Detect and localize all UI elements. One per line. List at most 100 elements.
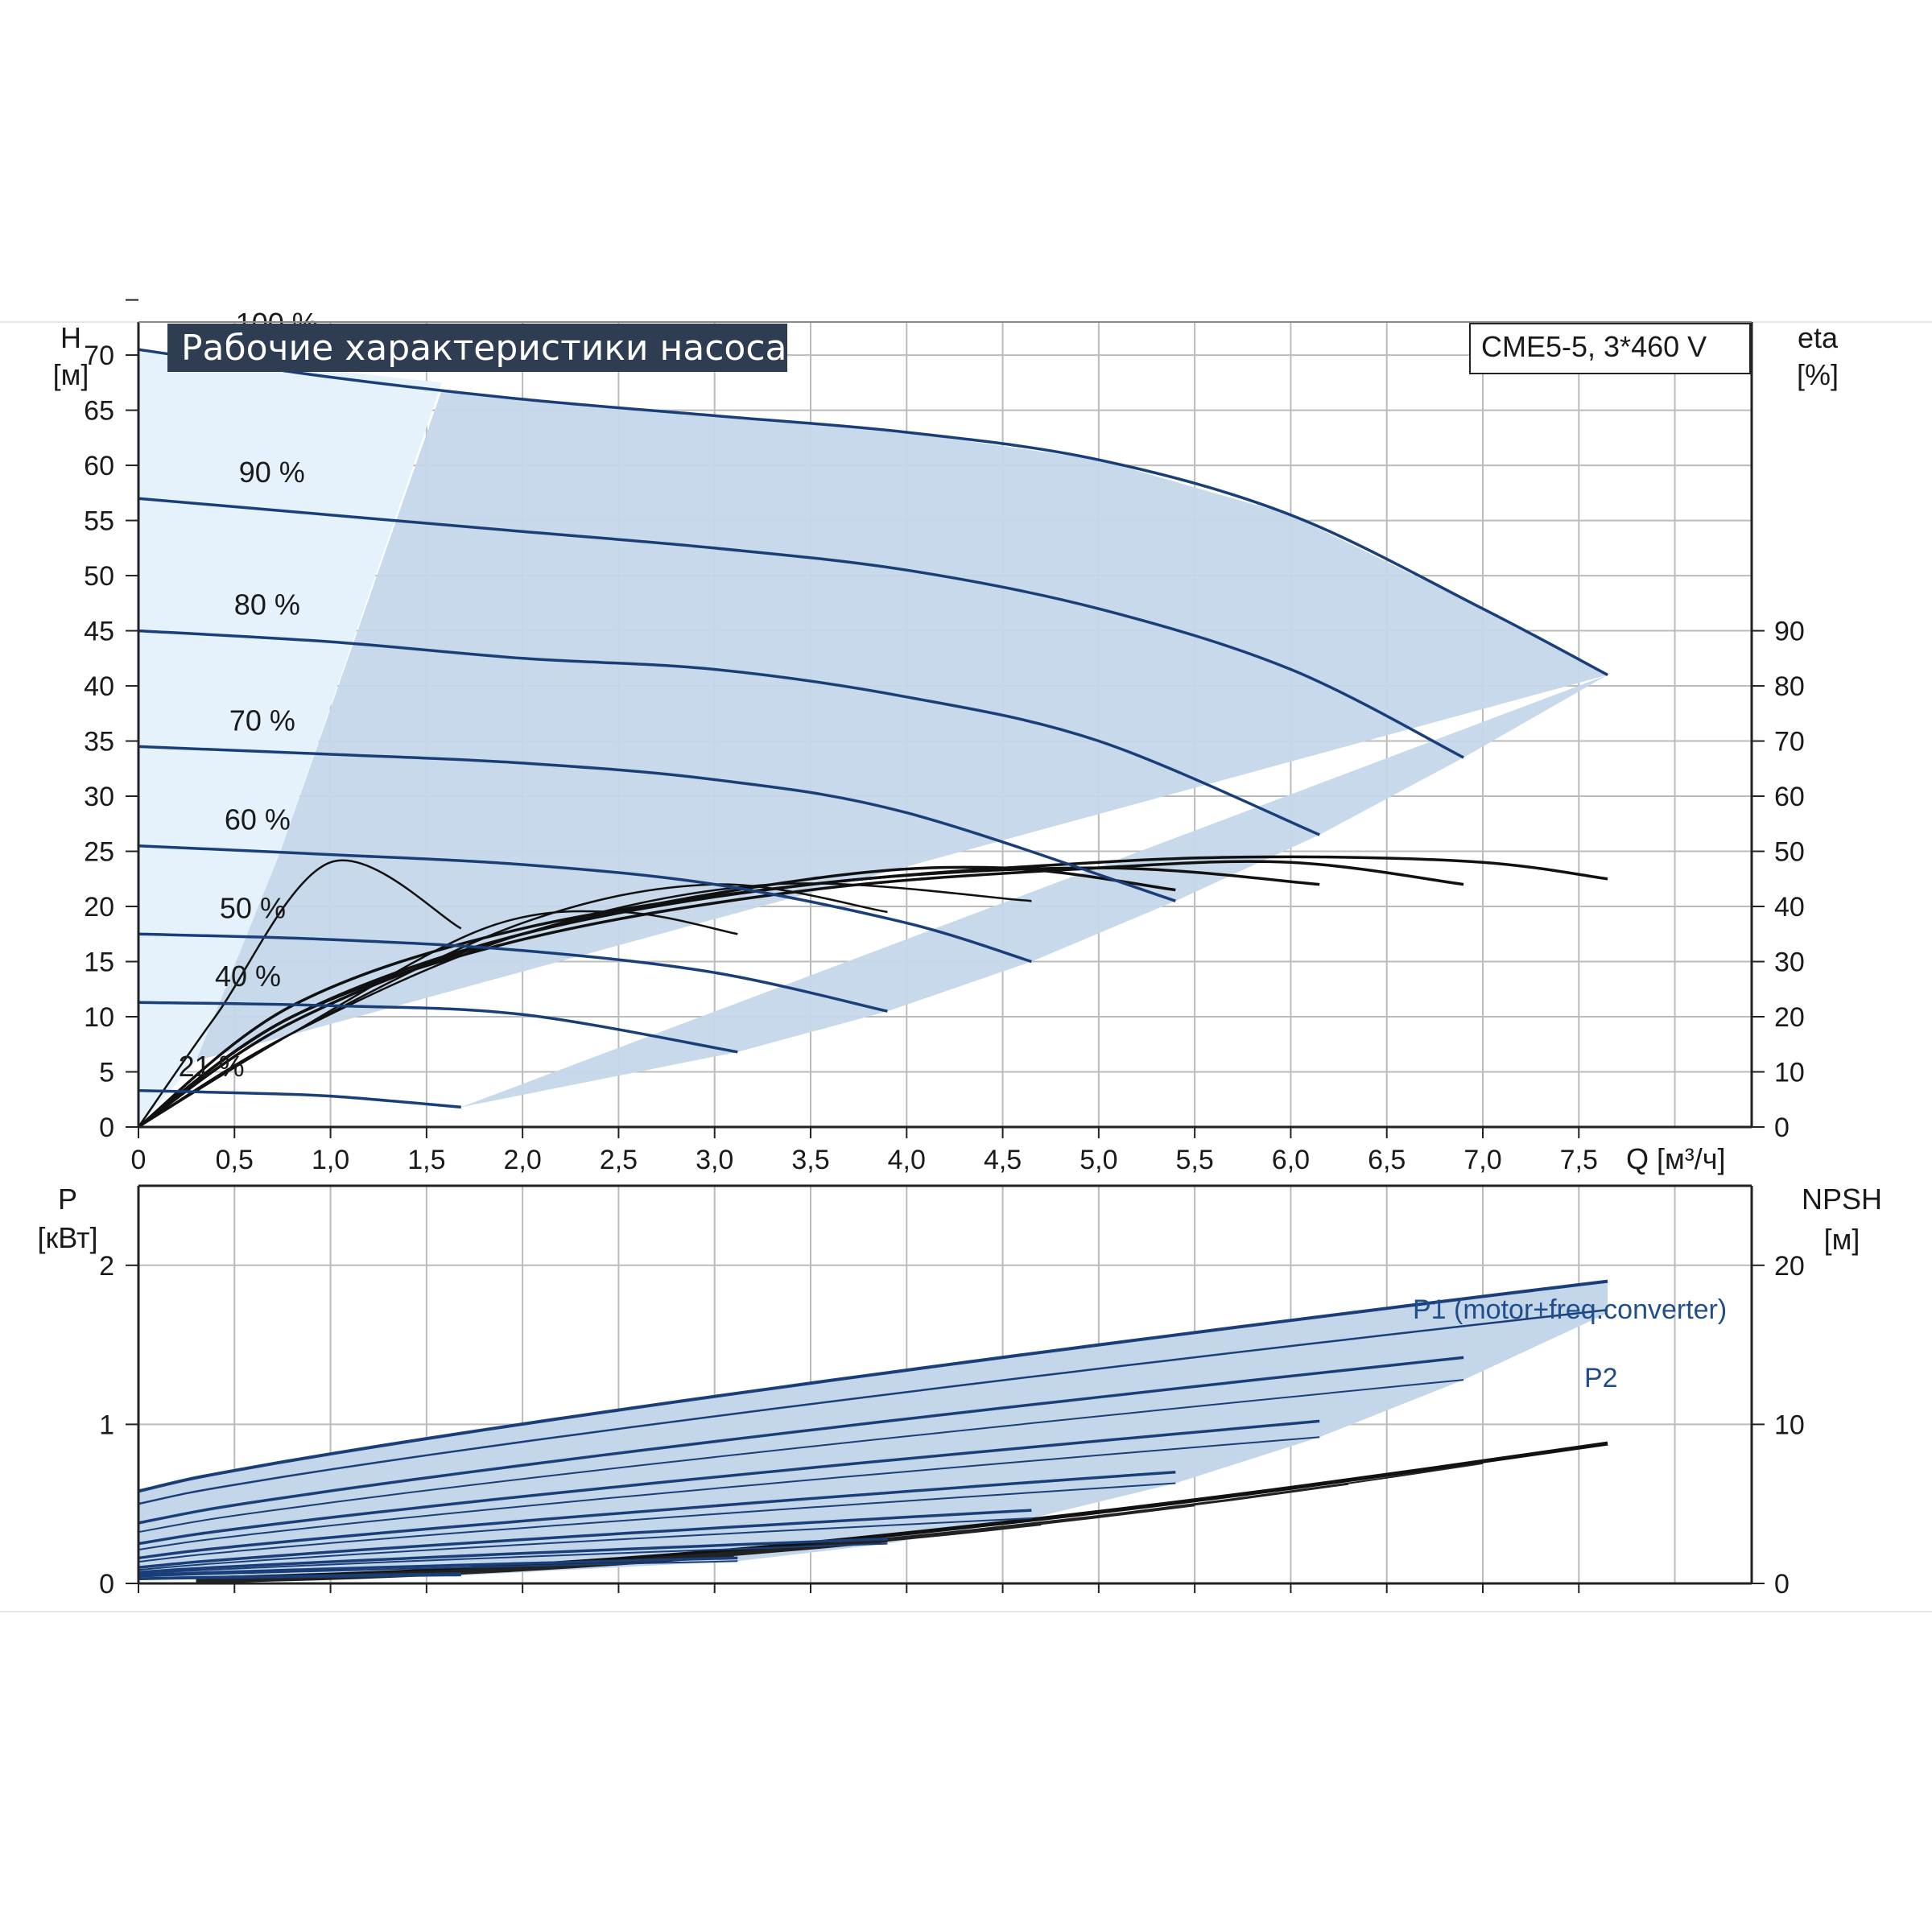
y-tick-label: 20	[84, 892, 114, 923]
head-curve	[138, 844, 1032, 964]
y-tick-label: 35	[84, 727, 114, 758]
model-box	[1469, 323, 1751, 374]
y2-tick-label: 80	[1774, 671, 1805, 702]
y2-tick-label: 30	[1774, 947, 1805, 978]
power-tick-label: 2	[99, 1251, 114, 1282]
x-tick-label: 1,0	[312, 1145, 349, 1175]
head-curve	[138, 629, 1320, 836]
p1-label: P1 (motor+freq.converter)	[1413, 1294, 1727, 1325]
eta-curve	[137, 866, 1320, 1129]
eta-curve	[138, 910, 738, 1129]
curve-label: 90 %	[239, 456, 305, 489]
x-tick-label: 2,0	[504, 1145, 542, 1175]
y-tick-label: 50	[84, 561, 114, 592]
x-tick-label: 3,5	[791, 1145, 829, 1175]
eta-curve	[138, 883, 888, 1129]
p1-curve	[138, 1572, 461, 1580]
x-tick-label: 6,0	[1272, 1145, 1310, 1175]
npsh-tick-label: 0	[1774, 1569, 1790, 1600]
npsh-axis-label: NPSH	[1802, 1183, 1882, 1216]
power-range-fill	[138, 1281, 1608, 1580]
p2-curve	[138, 1436, 1320, 1550]
curve-label: 50 %	[220, 891, 286, 924]
curve-label: 40 %	[215, 960, 281, 993]
p2-curve	[138, 1517, 1032, 1571]
y2-tick-label: 70	[1774, 727, 1805, 758]
power-axis-label: P	[58, 1183, 77, 1216]
head-curve	[138, 1089, 461, 1109]
y-tick-label: 30	[84, 782, 114, 812]
head-curve	[138, 932, 888, 1013]
model-label: CME5-5, 3*460 V	[1481, 330, 1707, 363]
x-tick-label: 5,0	[1080, 1145, 1117, 1175]
p2-curve	[138, 1560, 738, 1578]
y-tick-label: 40	[84, 671, 114, 702]
x-tick-label: 7,5	[1560, 1145, 1598, 1175]
curve-label: 70 %	[229, 704, 295, 737]
power-tick-label: 1	[99, 1410, 114, 1440]
p1-curve	[138, 1356, 1464, 1525]
curve-label: 21 %	[179, 1050, 245, 1083]
curve-label: 60 %	[225, 803, 291, 836]
p2-curve	[138, 1575, 461, 1580]
power-curves	[138, 1279, 1608, 1580]
x-tick-label: 3,0	[696, 1145, 733, 1175]
y2-tick-label: 50	[1774, 837, 1805, 868]
y2-tick-label: 10	[1774, 1058, 1805, 1088]
light-range-area	[138, 349, 442, 1127]
y2-axis-unit: [%]	[1797, 358, 1839, 391]
power-range-area	[138, 1281, 1608, 1580]
x-tick-label: 7,0	[1463, 1145, 1501, 1175]
y-tick-label: 65	[84, 396, 114, 427]
y-tick-label: 70	[84, 341, 114, 371]
curve-label: 80 %	[234, 588, 300, 621]
y-tick-label: 0	[99, 1113, 114, 1143]
y2-tick-label: 90	[1774, 617, 1805, 647]
y-tick-label: 55	[84, 506, 114, 537]
p1-curve	[138, 1419, 1320, 1546]
npsh-axis-unit: [м]	[1824, 1223, 1860, 1256]
chart-title: Рабочие характеристики насоса	[181, 328, 786, 369]
y-tick-label: 15	[84, 947, 114, 978]
npsh-tick-label: 20	[1774, 1251, 1805, 1282]
y2-tick-label: 60	[1774, 782, 1805, 812]
y2-tick-label: 20	[1774, 1002, 1805, 1033]
efficiency-curves	[137, 855, 1608, 1129]
chart-title-box	[167, 324, 787, 372]
x-axis-label: Q [м³/ч]	[1626, 1142, 1726, 1175]
y2-tick-label: 0	[1774, 1113, 1790, 1143]
eta-curve	[138, 865, 1176, 1129]
p2-curve	[138, 1308, 1608, 1505]
p2-curve	[138, 1379, 1464, 1534]
y-tick-label: 25	[84, 837, 114, 868]
x-tick-label: 6,5	[1368, 1145, 1406, 1175]
p2-label: P2	[1584, 1363, 1618, 1393]
x-tick-label: 5,5	[1176, 1145, 1214, 1175]
p1-curve	[138, 1279, 1608, 1493]
y-tick-label: 10	[84, 1002, 114, 1033]
p1-curve	[138, 1509, 1032, 1569]
y-tick-label: 45	[84, 617, 114, 647]
y-tick-label: 5	[99, 1058, 114, 1088]
x-tick-label: 0	[131, 1145, 147, 1175]
p1-curve	[138, 1470, 1176, 1560]
x-tick-label: 1,5	[407, 1145, 445, 1175]
y-tick-label: 60	[84, 451, 114, 481]
head-curve	[138, 1001, 738, 1054]
eta-curve	[137, 859, 462, 1128]
head-curve	[138, 497, 1464, 759]
x-tick-label: 0,5	[216, 1145, 254, 1175]
p1-curve	[138, 1537, 888, 1574]
y-axis-unit: [м]	[53, 358, 89, 391]
x-tick-label: 2,5	[600, 1145, 638, 1175]
y-axis-label: H	[60, 321, 81, 354]
p1-curve	[138, 1556, 738, 1577]
x-tick-label: 4,5	[984, 1145, 1022, 1175]
y2-axis-label: eta	[1798, 321, 1839, 354]
head-chart-ticks: 0 5 10 15 20 25 30 35 40 45 50 55 60 65 70 0 10 20 30 40 50 6…	[84, 299, 1805, 1175]
x-tick-label: 4,0	[888, 1145, 926, 1175]
npsh-tick-label: 10	[1774, 1410, 1805, 1440]
power-axis-unit: [кВт]	[37, 1221, 97, 1254]
